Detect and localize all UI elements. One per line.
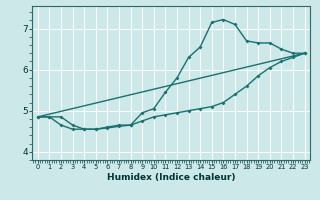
X-axis label: Humidex (Indice chaleur): Humidex (Indice chaleur)	[107, 173, 236, 182]
